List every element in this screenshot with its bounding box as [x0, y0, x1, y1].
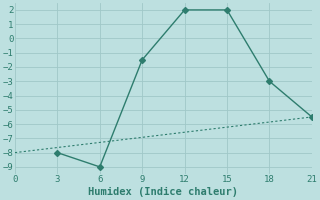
X-axis label: Humidex (Indice chaleur): Humidex (Indice chaleur) — [88, 187, 238, 197]
